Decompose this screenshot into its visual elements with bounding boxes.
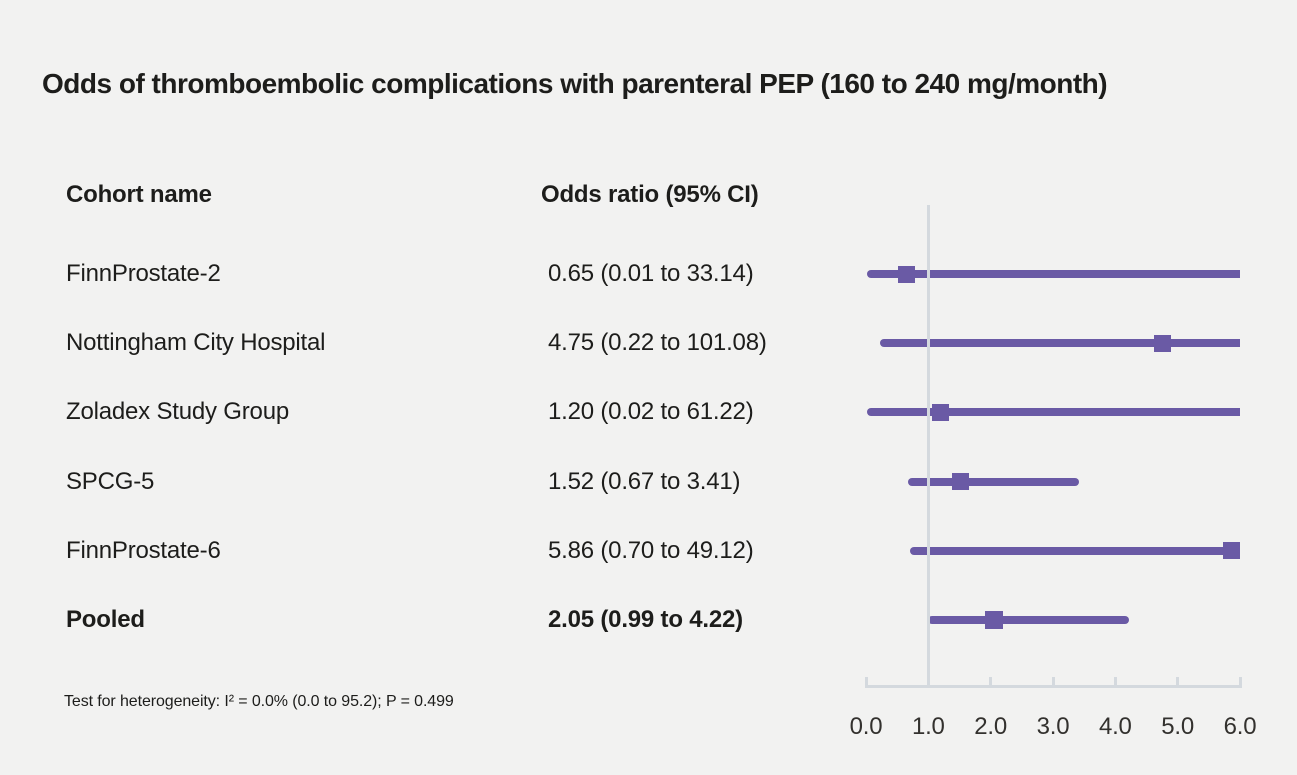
x-axis-tick	[1051, 677, 1055, 685]
point-estimate-marker	[1222, 542, 1240, 560]
ci-line	[867, 408, 1240, 417]
cohort-label: Nottingham City Hospital	[66, 329, 326, 357]
x-axis-tick	[989, 677, 993, 685]
x-axis-tick-label: 0.0	[849, 713, 883, 740]
page-title: Odds of thromboembolic complications wit…	[42, 68, 1108, 99]
cohort-label: Zoladex Study Group	[66, 398, 289, 426]
odds-ratio-value: 2.05 (0.99 to 4.22)	[548, 606, 743, 633]
x-axis-tick	[1176, 677, 1180, 685]
x-axis-tick	[864, 677, 868, 685]
ci-line	[866, 270, 1240, 278]
point-estimate-marker	[984, 611, 1003, 629]
point-estimate-marker	[952, 473, 970, 491]
heterogeneity-footnote: Test for heterogeneity: I² = 0.0% (0.0 t…	[64, 693, 454, 710]
x-axis-tick-label: 4.0	[1098, 713, 1132, 740]
x-axis-tick-label: 5.0	[1161, 713, 1195, 740]
cohort-label: Pooled	[66, 606, 145, 633]
odds-ratio-value: 1.20 (0.02 to 61.22)	[548, 398, 754, 426]
x-axis-tick-label: 2.0	[974, 713, 1008, 740]
odds-ratio-value: 1.52 (0.67 to 3.41)	[548, 467, 741, 495]
column-header-odds-ratio: Odds ratio (95% CI)	[541, 181, 759, 208]
odds-ratio-value: 0.65 (0.01 to 33.14)	[548, 260, 754, 287]
point-estimate-marker	[1153, 334, 1171, 352]
x-axis-tick-label: 6.0	[1223, 713, 1257, 740]
x-axis-tick	[1238, 677, 1242, 685]
column-header-cohort: Cohort name	[66, 181, 212, 208]
odds-ratio-value: 4.75 (0.22 to 101.08)	[548, 329, 767, 357]
ci-line	[907, 477, 1079, 486]
point-estimate-marker	[932, 403, 950, 421]
ci-line	[909, 546, 1240, 555]
cohort-label: SPCG-5	[66, 467, 155, 495]
x-axis-line	[865, 685, 1242, 688]
x-axis-tick-label: 1.0	[911, 713, 945, 740]
reference-line	[926, 205, 930, 688]
cohort-label: FinnProstate-2	[66, 260, 221, 287]
point-estimate-marker	[898, 265, 916, 283]
cohort-label: FinnProstate-6	[66, 536, 221, 564]
odds-ratio-value: 5.86 (0.70 to 49.12)	[548, 536, 754, 564]
x-axis-tick	[1113, 677, 1117, 685]
ci-line	[879, 339, 1240, 348]
x-axis-tick-label: 3.0	[1036, 713, 1070, 740]
x-axis-tick	[926, 677, 930, 685]
ci-line	[927, 616, 1130, 624]
